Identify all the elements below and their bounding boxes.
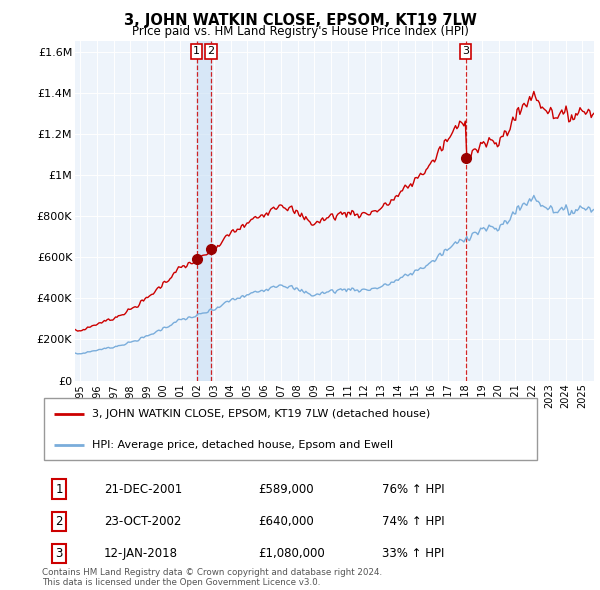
Text: 76% ↑ HPI: 76% ↑ HPI	[382, 483, 445, 496]
FancyBboxPatch shape	[44, 398, 536, 460]
Text: HPI: Average price, detached house, Epsom and Ewell: HPI: Average price, detached house, Epso…	[92, 440, 393, 450]
Text: 33% ↑ HPI: 33% ↑ HPI	[382, 547, 445, 560]
Text: 74% ↑ HPI: 74% ↑ HPI	[382, 515, 445, 528]
Bar	[197, 41, 211, 381]
Text: 1: 1	[56, 483, 63, 496]
Text: £640,000: £640,000	[258, 515, 314, 528]
Text: 2: 2	[207, 47, 214, 57]
Text: £1,080,000: £1,080,000	[258, 547, 325, 560]
Text: 3, JOHN WATKIN CLOSE, EPSOM, KT19 7LW: 3, JOHN WATKIN CLOSE, EPSOM, KT19 7LW	[124, 13, 476, 28]
Text: Contains HM Land Registry data © Crown copyright and database right 2024.: Contains HM Land Registry data © Crown c…	[42, 568, 382, 577]
Text: 3, JOHN WATKIN CLOSE, EPSOM, KT19 7LW (detached house): 3, JOHN WATKIN CLOSE, EPSOM, KT19 7LW (d…	[92, 409, 430, 419]
Text: 2: 2	[56, 515, 63, 528]
Text: 3: 3	[56, 547, 63, 560]
Text: 1: 1	[193, 47, 200, 57]
Text: 23-OCT-2002: 23-OCT-2002	[104, 515, 181, 528]
Text: £589,000: £589,000	[258, 483, 314, 496]
Text: 21-DEC-2001: 21-DEC-2001	[104, 483, 182, 496]
Text: 3: 3	[462, 47, 469, 57]
Text: 12-JAN-2018: 12-JAN-2018	[104, 547, 178, 560]
Text: This data is licensed under the Open Government Licence v3.0.: This data is licensed under the Open Gov…	[42, 578, 320, 587]
Text: Price paid vs. HM Land Registry's House Price Index (HPI): Price paid vs. HM Land Registry's House …	[131, 25, 469, 38]
